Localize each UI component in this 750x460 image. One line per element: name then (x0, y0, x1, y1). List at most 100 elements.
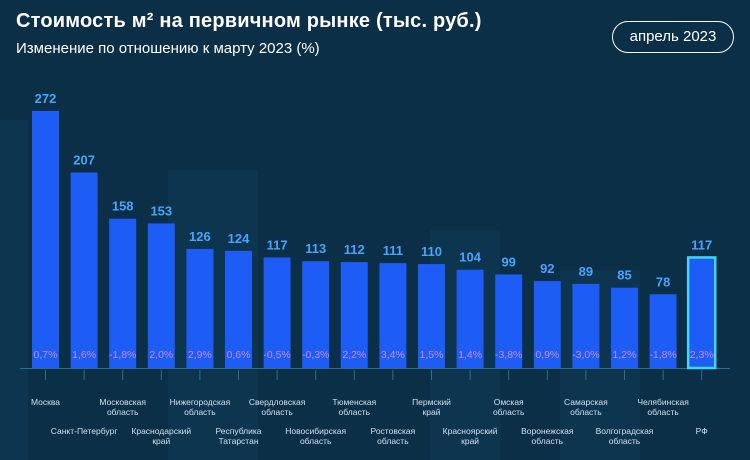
category-label-line: Пермский (412, 397, 451, 407)
change-label: 1,2% (613, 349, 637, 361)
change-label: -0,5% (263, 349, 290, 361)
category-label-line: Воронежская (521, 426, 574, 436)
bar (263, 257, 291, 368)
change-label: -1,8% (649, 349, 676, 361)
value-label: 104 (459, 250, 481, 265)
category-label-line: область (300, 436, 332, 446)
chart-title: Стоимость м² на первичном рынке (тыс. ру… (16, 10, 482, 32)
category-label: Тюменская область (332, 397, 376, 417)
category-label-line: Самарская (564, 397, 608, 407)
value-label: 117 (691, 237, 712, 252)
category-label-line: край (461, 436, 479, 446)
bar (456, 269, 484, 368)
change-label: -0,3% (302, 349, 329, 361)
category-label-line: область (339, 407, 371, 417)
value-label: 124 (228, 231, 250, 246)
category-label-line: Санкт-Петербург (51, 426, 118, 436)
value-label: 272 (35, 91, 57, 106)
category-label-line: область (570, 407, 602, 417)
change-label: 2,9% (188, 349, 212, 361)
value-label: 111 (383, 243, 403, 258)
category-label: Санкт-Петербург (51, 426, 118, 436)
category-label-line: Волгоградская (596, 426, 654, 436)
change-label: 1,5% (420, 349, 444, 361)
category-label-line: Челябинская (637, 397, 689, 407)
bar (32, 111, 59, 368)
change-label: 3,4% (381, 349, 405, 361)
bar (186, 248, 214, 368)
category-label: Ростовская область (371, 426, 416, 446)
value-label: 117 (267, 237, 288, 252)
category-label: Пермский край (412, 397, 451, 417)
category-label: Краснодарский край (131, 426, 191, 446)
bar (147, 223, 175, 368)
category-label-line: Нижегородская (170, 397, 231, 407)
category-label-line: область (377, 436, 409, 446)
change-label: 0,9% (535, 349, 559, 361)
category-label-line: область (261, 407, 293, 417)
category-label-line: область (532, 436, 564, 446)
background-panel-1 (0, 120, 28, 460)
category-label-line: РФ (696, 426, 708, 436)
change-label: 2,3% (690, 349, 714, 361)
chart-subtitle: Изменение по отношению к марту 2023 (%) (16, 40, 320, 57)
category-label: Челябинская область (637, 397, 689, 417)
value-label: 126 (189, 229, 211, 244)
category-label: Омская область (493, 397, 525, 417)
value-label: 153 (150, 203, 172, 218)
bar (340, 262, 368, 368)
bar (109, 218, 137, 368)
bar (495, 274, 523, 368)
category-label: Свердловская область (249, 397, 306, 417)
bar (379, 263, 407, 368)
date-badge: апрель 2023 (612, 21, 734, 53)
category-label-line: край (423, 407, 441, 417)
category-label-line: Свердловская (249, 397, 306, 407)
value-label: 85 (617, 268, 631, 283)
bar (225, 250, 252, 368)
change-label: -3,8% (495, 349, 522, 361)
change-label: 0,7% (34, 349, 58, 361)
category-label-line: область (609, 436, 641, 446)
category-label-line: область (647, 407, 679, 417)
change-label: 1,6% (72, 349, 96, 361)
category-label-line: область (493, 407, 525, 417)
bar (418, 264, 445, 368)
category-label-line: область (107, 407, 139, 417)
category-label: Москва (31, 397, 60, 407)
category-label: Нижегородская область (170, 397, 231, 417)
change-label: 2,0% (149, 349, 173, 361)
value-label: 99 (501, 254, 515, 269)
value-label: 158 (112, 199, 134, 214)
category-label: Самарская область (564, 397, 608, 417)
category-label-line: Москва (31, 397, 60, 407)
category-label-line: Краснодарский (131, 426, 191, 436)
bar (533, 281, 561, 368)
bar-highlight (686, 256, 717, 370)
bar (302, 261, 330, 368)
category-label: Воронежская область (521, 426, 574, 446)
bar (649, 294, 677, 368)
category-label: Московская область (99, 397, 146, 417)
category-label-line: область (184, 407, 216, 417)
change-label: 2,2% (342, 349, 366, 361)
value-label: 89 (579, 264, 593, 279)
category-label: Новосибирская область (285, 426, 346, 446)
category-label-line: Тюменская (332, 397, 376, 407)
category-label-line: Омская (494, 397, 524, 407)
bar (70, 172, 98, 368)
category-label: Республика Татарстан (215, 426, 261, 446)
change-label: 1,4% (458, 349, 482, 361)
category-label-line: Татарстан (218, 436, 258, 446)
value-label: 92 (540, 261, 554, 276)
bar (572, 283, 600, 368)
change-label: 0,6% (227, 349, 251, 361)
change-label: -3,0% (572, 349, 599, 361)
category-label-line: Ростовская (371, 426, 416, 436)
category-label: Волгоградская область (596, 426, 654, 446)
category-label-line: Новосибирская (285, 426, 346, 436)
category-label-line: край (152, 436, 170, 446)
change-label: -1,8% (109, 349, 136, 361)
value-label: 110 (421, 244, 442, 259)
